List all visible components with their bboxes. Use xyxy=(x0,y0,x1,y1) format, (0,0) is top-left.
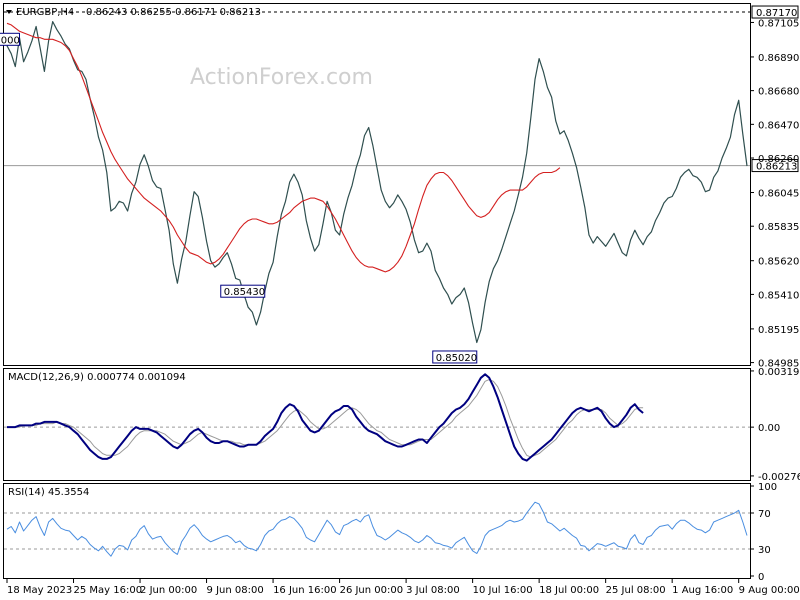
price-y-tick-label: 0.86045 xyxy=(758,189,799,200)
price-annotation-box xyxy=(220,284,266,298)
price-annotation-label: 0.85020 xyxy=(436,353,477,364)
rsi-line xyxy=(6,501,748,557)
rsi-y-tick-label: 100 xyxy=(758,482,777,493)
x-tick-label: 16 Jun 16:00 xyxy=(273,585,337,596)
x-tick-label: 25 May 16:00 xyxy=(74,585,143,596)
x-tick-label: 1 Aug 16:00 xyxy=(672,585,733,596)
rsi-title: RSI(14) 45.3554 xyxy=(8,487,89,498)
x-tick-label: 18 Jul 00:00 xyxy=(539,585,599,596)
x-tick-label: 18 May 2023 xyxy=(7,585,72,596)
x-tick-label: 2 Jun 00:00 xyxy=(140,585,197,596)
x-tick-label: 10 Jul 16:00 xyxy=(473,585,533,596)
price-y-tick-label: 0.85410 xyxy=(758,290,799,301)
price-y-tick-label: 0.86680 xyxy=(758,87,799,98)
x-tick-label: 3 Jul 08:00 xyxy=(406,585,460,596)
price-y-tick-label: 0.85620 xyxy=(758,257,799,268)
x-tick-label: 26 Jun 00:00 xyxy=(340,585,404,596)
x-tick-label: 25 Jul 08:00 xyxy=(606,585,666,596)
macd-title: MACD(12,26,9) 0.000774 0.001094 xyxy=(8,372,186,383)
macd-y-tick-label: -0.002769 xyxy=(758,472,800,483)
price-level-tag xyxy=(751,5,799,19)
x-tick-label: 9 Jun 08:00 xyxy=(207,585,264,596)
moving-average-line xyxy=(6,22,561,273)
price-level-tag xyxy=(751,159,799,173)
macd-signal-line xyxy=(7,379,644,458)
price-annotation-box xyxy=(0,32,20,46)
price-level-label: 0.86213 xyxy=(756,162,797,173)
price-y-tick-label: 0.87105 xyxy=(758,18,799,29)
rsi-y-tick-label: 30 xyxy=(758,545,771,556)
price-annotation-label: 0.85430 xyxy=(224,287,265,298)
price-y-tick-label: 0.86260 xyxy=(758,154,799,165)
macd-y-tick-label: 0.00 xyxy=(758,423,780,434)
rsi-y-tick-label: 70 xyxy=(758,509,771,520)
price-annotation-label: 0.87000 xyxy=(0,35,20,46)
x-tick-label: 9 Aug 00:00 xyxy=(739,585,800,596)
price-annotation-box xyxy=(432,350,478,364)
rsi-y-tick-label: 0 xyxy=(758,572,764,583)
rsi-panel-frame xyxy=(3,483,751,579)
price-series-line xyxy=(6,21,748,344)
price-y-tick-label: 0.85835 xyxy=(758,222,799,233)
price-y-tick-label: 0.86470 xyxy=(758,120,799,131)
price-y-tick-label: 0.86890 xyxy=(758,53,799,64)
watermark: ActionForex.com xyxy=(190,65,373,90)
price-y-tick-label: 0.85195 xyxy=(758,325,799,336)
symbol-label: EURGBP,H4 xyxy=(16,7,74,18)
macd-panel-frame xyxy=(3,368,751,481)
price-level-label: 0.87170 xyxy=(756,8,797,19)
price-y-tick-label: 0.84985 xyxy=(758,359,799,370)
price-panel-frame xyxy=(3,3,751,366)
macd-y-tick-label: 0.00319 xyxy=(758,367,799,378)
macd-line xyxy=(7,373,644,462)
symbol-dropdown-icon[interactable] xyxy=(6,10,12,14)
